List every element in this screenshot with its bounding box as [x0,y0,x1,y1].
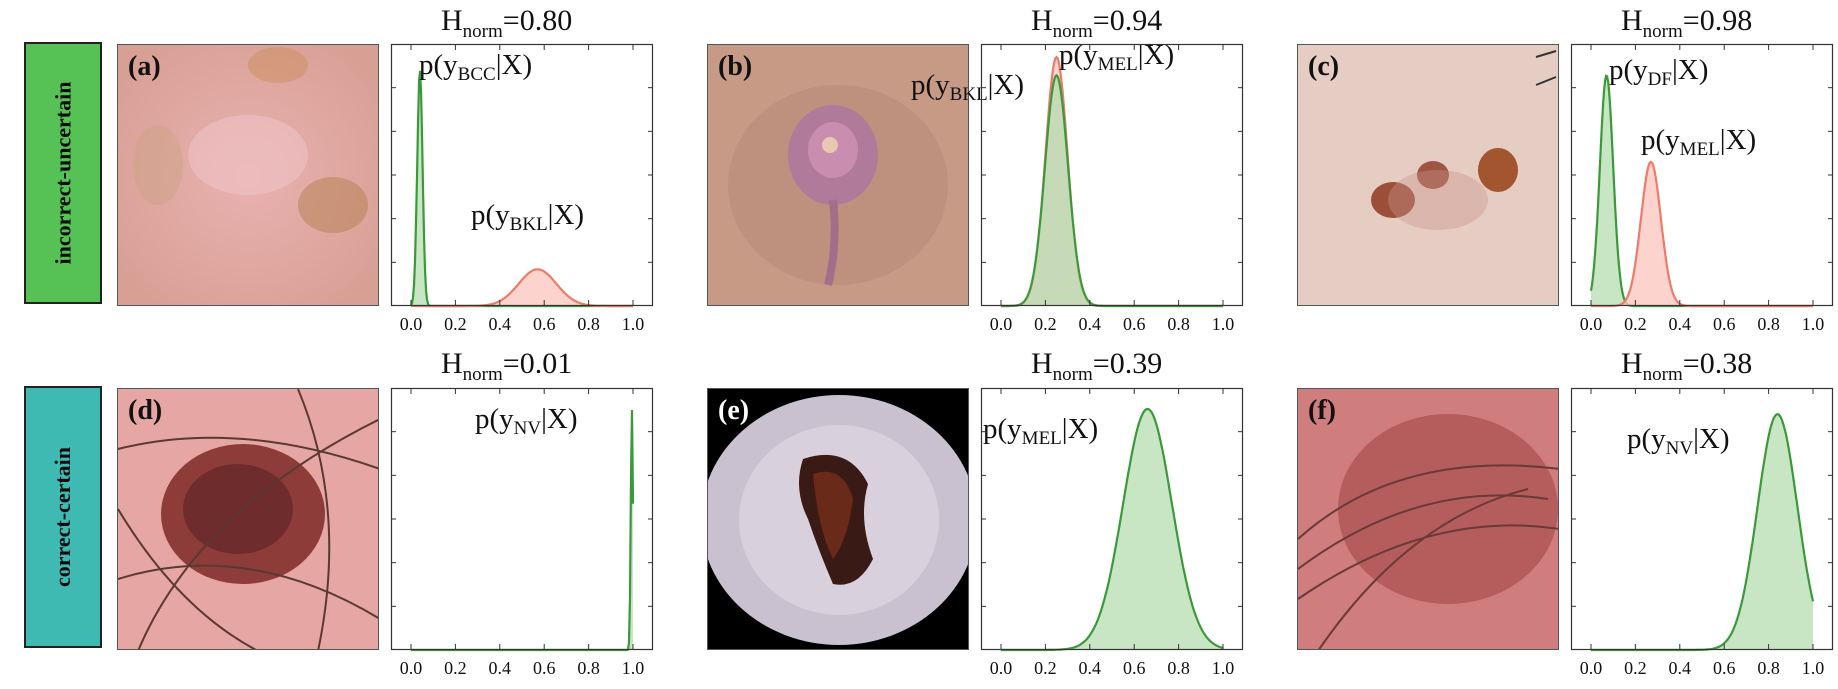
x-tick-label: 0.6 [1123,314,1146,334]
x-tick-label: 0.8 [1167,314,1190,334]
x-tick-label: 0.0 [1580,314,1603,334]
series-label: p(yNV|X) [475,403,578,439]
row-label-text: incorrect-uncertain [50,81,75,265]
x-tick-label: 0.0 [1580,658,1603,678]
x-tick-label: 0.6 [1713,658,1736,678]
row-label-text: correct-certain [50,446,76,588]
x-tick-label: 0.4 [1079,314,1102,334]
lesion-image-c: (c) [1297,44,1559,306]
density-line-green [411,409,635,652]
hnorm-title-f: Hnorm=0.38 [1621,347,1753,385]
density-line-green [1589,74,1813,308]
density-svg: p(yBCC|X) p(yBKL|X) 0.0 0.2 0.4 0.6 0.8 1.0 [390,43,654,334]
density-area-green [1591,414,1813,650]
panel-letter: (d) [128,395,163,426]
x-tick-label: 0.8 [1757,658,1780,678]
x-tick-label: 0.2 [444,314,467,334]
x-tick-label: 1.0 [1212,658,1235,678]
lesion-image-d: (d) [117,388,379,650]
x-tick-label: 1.0 [622,314,645,334]
plot-frame [390,43,654,307]
x-tick-label: 0.6 [533,658,556,678]
hnorm-title-a: Hnorm=0.80 [441,4,573,42]
density-area-red [411,269,633,306]
density-plot-d: p(yNV|X) 0.0 0.2 0.4 0.6 0.8 1.0 [390,387,654,689]
series-label: p(yMEL|X) [1641,124,1756,160]
density-svg: p(yMEL|X)p(yBKL|X)0.0 0.2 0.4 0.6 0.8 1.0 [911,39,1244,334]
x-tick-label: 0.0 [990,658,1013,678]
x-tick-label: 0.2 [1624,658,1647,678]
density-svg: p(yDF|X) p(yMEL|X) 0.0 0.2 0.4 0.6 0.8 1.0 [1570,43,1834,334]
x-tick-label: 1.0 [1802,658,1825,678]
density-area-green [1001,409,1223,650]
x-tick-label: 0.8 [577,658,600,678]
panel-letter: (b) [718,51,753,82]
density-plot-e: p(yMEL|X) 0.0 0.2 0.4 0.6 0.8 1.0 [980,387,1244,689]
density-plot-a: p(yBCC|X) p(yBKL|X) 0.0 0.2 0.4 0.6 0.8 1.0 [390,43,654,345]
x-tick-label: 1.0 [622,658,645,678]
x-tick-label: 0.6 [1123,658,1146,678]
series-label: p(yNV|X) [1627,423,1730,459]
density-plot-b: p(yMEL|X) p(yBKL|X) 0.0 0.2 0.4 0.6 0.8 1.0 [911,39,1244,345]
density-line-red [1591,160,1813,308]
density-area-green [411,70,633,307]
x-tick-label: 1.0 [1212,314,1235,334]
density-plot-f: p(yNV|X) 0.0 0.2 0.4 0.6 0.8 1.0 [1570,387,1834,689]
density-svg: p(yMEL|X) 0.0 0.2 0.4 0.6 0.8 1.0 [980,387,1244,678]
row-label-correct-certain: correct-certain [24,386,102,648]
series-label: p(yDF|X) [1609,54,1708,90]
series-label: p(yBCC|X) [419,49,532,85]
lesion-image-b: (b) [707,44,969,306]
x-tick-label: 0.0 [990,314,1013,334]
hnorm-title-e: Hnorm=0.39 [1031,347,1163,385]
x-tick-label: 0.4 [1669,314,1692,334]
row-label-incorrect-uncertain: incorrect-uncertain [24,42,102,304]
panel-letter: (f) [1308,395,1336,426]
series-label: p(yBKL|X) [911,69,1024,105]
x-tick-label: 0.4 [1079,658,1102,678]
x-tick-label: 0.8 [1757,314,1780,334]
x-tick-label: 0.0 [400,658,423,678]
density-area-green [1591,75,1813,307]
lesion-image-a: (a) [117,44,379,306]
x-tick-label: 0.0 [400,314,423,334]
x-tick-label: 0.2 [1624,314,1647,334]
lesion-image-f: (f) [1297,388,1559,650]
x-tick-label: 0.4 [489,314,512,334]
density-area-red [1591,162,1813,306]
density-line-green [410,70,633,308]
hnorm-title-d: Hnorm=0.01 [441,347,573,385]
series-label: p(yBKL|X) [471,199,584,235]
lesion-image-e: (e) [707,388,969,650]
density-area-green [411,410,633,650]
x-tick-label: 0.2 [1034,658,1057,678]
density-plot-c: p(yDF|X) p(yMEL|X) 0.0 0.2 0.4 0.6 0.8 1.0 [1570,43,1834,345]
panel-letter: (a) [128,51,161,82]
x-tick-label: 0.6 [533,314,556,334]
series-label: p(yMEL|X) [983,413,1098,449]
x-tick-label: 0.6 [1713,314,1736,334]
panel-letter: (c) [1308,51,1340,82]
density-svg: p(yNV|X) 0.0 0.2 0.4 0.6 0.8 1.0 [1570,387,1834,678]
x-tick-label: 0.2 [444,658,467,678]
x-tick-label: 1.0 [1802,314,1825,334]
hnorm-title-b: Hnorm=0.94 [1031,4,1163,42]
density-area-green [1001,75,1223,307]
x-tick-label: 0.2 [1034,314,1057,334]
density-line-green [1001,73,1223,308]
hnorm-title-c: Hnorm=0.98 [1621,4,1753,42]
x-tick-label: 0.8 [577,314,600,334]
density-svg: p(yNV|X) 0.0 0.2 0.4 0.6 0.8 1.0 [390,387,654,678]
x-tick-label: 0.4 [1669,658,1692,678]
x-tick-label: 0.8 [1167,658,1190,678]
panel-letter: (e) [718,395,750,426]
x-tick-label: 0.4 [489,658,512,678]
